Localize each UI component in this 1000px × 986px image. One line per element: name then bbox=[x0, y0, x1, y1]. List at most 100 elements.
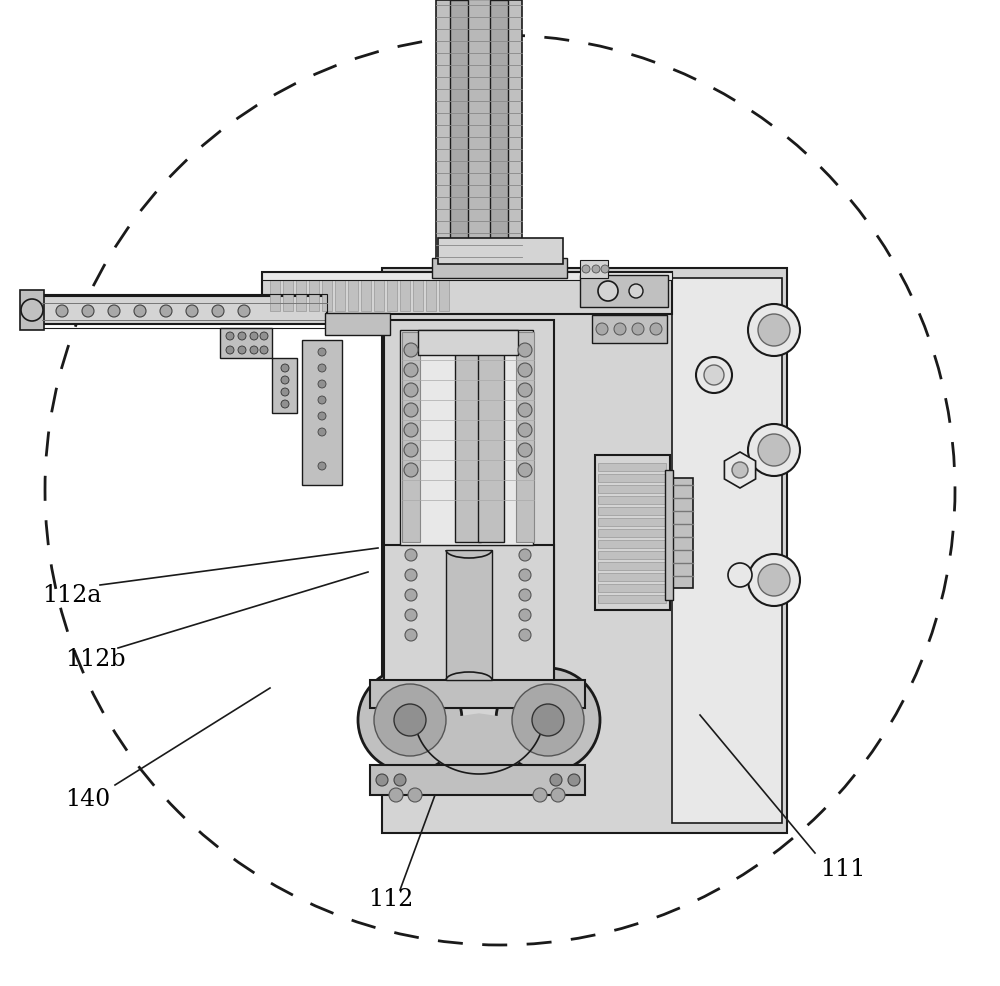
Circle shape bbox=[551, 788, 565, 802]
Bar bbox=[436, 0, 458, 272]
Bar bbox=[500, 0, 522, 272]
Circle shape bbox=[82, 305, 94, 317]
Circle shape bbox=[732, 462, 748, 478]
Circle shape bbox=[404, 343, 418, 357]
Circle shape bbox=[518, 423, 532, 437]
Bar bbox=[262, 272, 672, 314]
Circle shape bbox=[160, 305, 172, 317]
Bar bbox=[458, 0, 500, 272]
Circle shape bbox=[519, 609, 531, 621]
Circle shape bbox=[404, 403, 418, 417]
Circle shape bbox=[758, 434, 790, 466]
Bar bbox=[598, 540, 666, 548]
Bar bbox=[325, 313, 390, 335]
Bar bbox=[220, 328, 272, 358]
Bar bbox=[418, 330, 518, 355]
Bar bbox=[413, 275, 423, 311]
Bar bbox=[672, 278, 782, 823]
Bar bbox=[387, 275, 397, 311]
Circle shape bbox=[374, 684, 446, 756]
Circle shape bbox=[568, 774, 580, 786]
Bar bbox=[439, 275, 449, 311]
Bar bbox=[490, 0, 508, 272]
Bar bbox=[309, 275, 319, 311]
Bar bbox=[270, 275, 280, 311]
Bar bbox=[516, 332, 534, 542]
Circle shape bbox=[550, 774, 562, 786]
Circle shape bbox=[404, 363, 418, 377]
Circle shape bbox=[404, 423, 418, 437]
Circle shape bbox=[318, 348, 326, 356]
Circle shape bbox=[56, 305, 68, 317]
Bar bbox=[592, 315, 667, 343]
Bar bbox=[580, 275, 668, 307]
Bar bbox=[580, 260, 608, 278]
Bar bbox=[402, 332, 420, 542]
Circle shape bbox=[592, 265, 600, 273]
Circle shape bbox=[238, 332, 246, 340]
Circle shape bbox=[704, 365, 724, 385]
Circle shape bbox=[260, 346, 268, 354]
Circle shape bbox=[405, 609, 417, 621]
Bar bbox=[598, 573, 666, 581]
Circle shape bbox=[518, 343, 532, 357]
Bar bbox=[384, 545, 554, 685]
Circle shape bbox=[758, 564, 790, 596]
Circle shape bbox=[260, 332, 268, 340]
Circle shape bbox=[394, 704, 426, 736]
Circle shape bbox=[212, 305, 224, 317]
Bar bbox=[262, 272, 672, 280]
Text: 112: 112 bbox=[368, 888, 413, 911]
Bar bbox=[400, 330, 533, 545]
Bar bbox=[361, 275, 371, 311]
Text: 140: 140 bbox=[65, 789, 110, 811]
Circle shape bbox=[281, 376, 289, 384]
Circle shape bbox=[281, 364, 289, 372]
Circle shape bbox=[512, 684, 584, 756]
Bar bbox=[370, 680, 585, 708]
Circle shape bbox=[238, 305, 250, 317]
Bar bbox=[296, 275, 306, 311]
Circle shape bbox=[108, 305, 120, 317]
Circle shape bbox=[134, 305, 146, 317]
Text: 111: 111 bbox=[820, 859, 865, 881]
Circle shape bbox=[518, 463, 532, 477]
Circle shape bbox=[533, 788, 547, 802]
Bar bbox=[598, 518, 666, 526]
Bar bbox=[478, 332, 504, 542]
Circle shape bbox=[582, 265, 590, 273]
Bar bbox=[665, 470, 673, 600]
Circle shape bbox=[318, 412, 326, 420]
Bar bbox=[20, 290, 44, 330]
Circle shape bbox=[519, 569, 531, 581]
Bar bbox=[335, 275, 345, 311]
Circle shape bbox=[281, 388, 289, 396]
Circle shape bbox=[226, 332, 234, 340]
Bar bbox=[598, 529, 666, 537]
Bar bbox=[348, 275, 358, 311]
Circle shape bbox=[596, 323, 608, 335]
Bar bbox=[598, 463, 666, 471]
Circle shape bbox=[518, 403, 532, 417]
Circle shape bbox=[518, 383, 532, 397]
Bar bbox=[455, 332, 481, 542]
Circle shape bbox=[394, 774, 406, 786]
Circle shape bbox=[598, 281, 618, 301]
Bar bbox=[302, 340, 342, 485]
Bar bbox=[673, 478, 693, 588]
Circle shape bbox=[404, 463, 418, 477]
Circle shape bbox=[748, 554, 800, 606]
Circle shape bbox=[519, 589, 531, 601]
Circle shape bbox=[186, 305, 198, 317]
Bar bbox=[400, 275, 410, 311]
Circle shape bbox=[518, 363, 532, 377]
Bar bbox=[598, 595, 666, 603]
Bar bbox=[370, 765, 585, 795]
Bar bbox=[384, 320, 554, 685]
Circle shape bbox=[405, 569, 417, 581]
Bar bbox=[598, 507, 666, 515]
Text: 112b: 112b bbox=[65, 649, 126, 671]
Bar bbox=[598, 551, 666, 559]
Circle shape bbox=[614, 323, 626, 335]
Bar bbox=[374, 275, 384, 311]
